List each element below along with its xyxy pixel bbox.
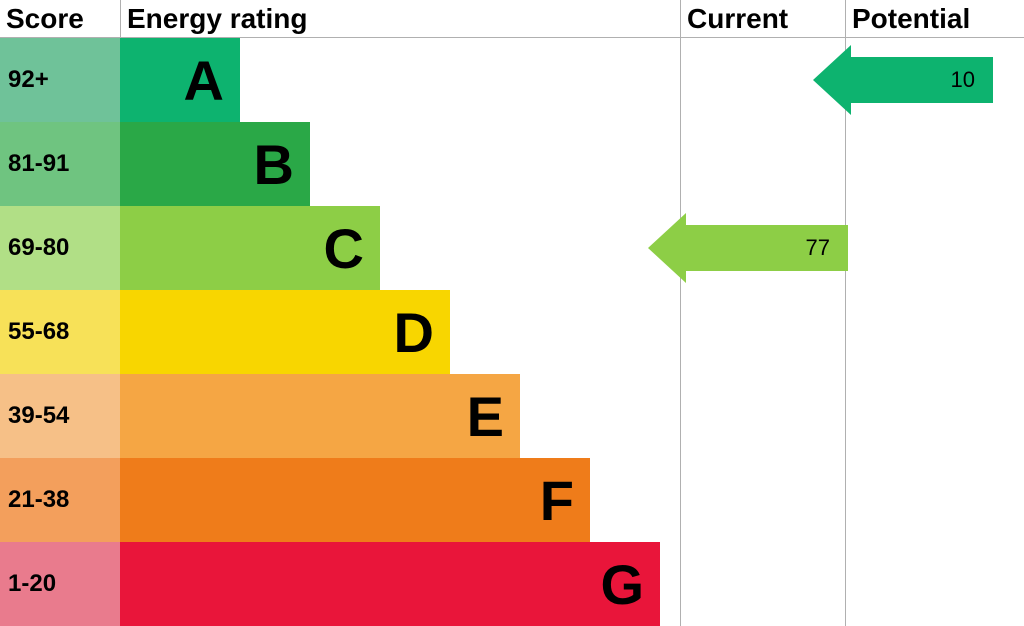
rating-bar-c: C	[120, 206, 380, 290]
rating-row-b: 81-91B	[0, 122, 1024, 206]
rating-row-c: 69-80C	[0, 206, 1024, 290]
score-range-c: 69-80	[0, 206, 120, 290]
header-current: Current	[680, 0, 845, 38]
rating-bar-g: G	[120, 542, 660, 626]
rating-bar-a: A	[120, 38, 240, 122]
rating-bar-d: D	[120, 290, 450, 374]
score-range-b: 81-91	[0, 122, 120, 206]
divider-current	[680, 38, 681, 626]
rating-row-d: 55-68D	[0, 290, 1024, 374]
current-pointer: 77	[648, 213, 848, 283]
potential-value: 10	[951, 67, 975, 93]
rating-row-e: 39-54E	[0, 374, 1024, 458]
header-score: Score	[0, 0, 120, 38]
score-range-d: 55-68	[0, 290, 120, 374]
rating-bar-e: E	[120, 374, 520, 458]
rating-bar-b: B	[120, 122, 310, 206]
current-value: 77	[806, 235, 830, 261]
header-rating: Energy rating	[120, 0, 680, 38]
potential-pointer: 10	[813, 45, 993, 115]
energy-rating-chart: Score Energy rating Current Potential 92…	[0, 0, 1024, 626]
header-potential: Potential	[845, 0, 1024, 38]
header-row: Score Energy rating Current Potential	[0, 0, 1024, 38]
score-range-a: 92+	[0, 38, 120, 122]
rating-row-f: 21-38F	[0, 458, 1024, 542]
divider-potential	[845, 38, 846, 626]
score-range-e: 39-54	[0, 374, 120, 458]
score-range-g: 1-20	[0, 542, 120, 626]
rating-row-g: 1-20G	[0, 542, 1024, 626]
rating-bar-f: F	[120, 458, 590, 542]
score-range-f: 21-38	[0, 458, 120, 542]
